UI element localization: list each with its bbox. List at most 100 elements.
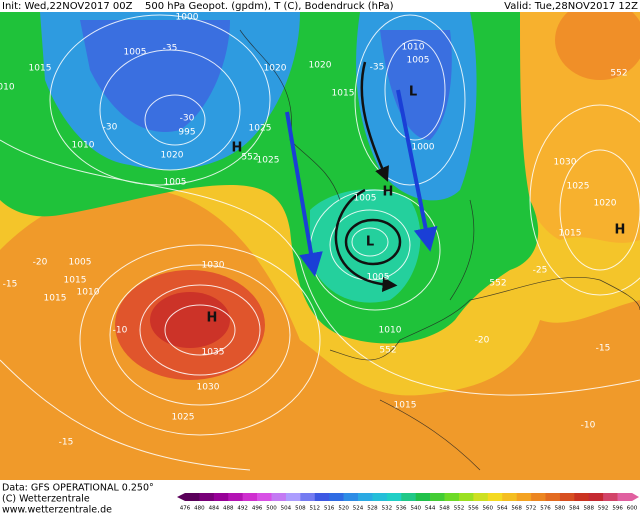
- pressure-center: L: [409, 85, 417, 100]
- colorbar-label: 532: [382, 506, 393, 512]
- colorbar-segment: [559, 493, 575, 501]
- colorbar-label: 476: [180, 506, 191, 512]
- colorbar-label: 528: [367, 506, 378, 512]
- colorbar-label: 600: [627, 506, 638, 512]
- contour-label: 1025: [249, 124, 272, 134]
- contour-label: 1030: [197, 383, 220, 393]
- contour-label: 1020: [309, 61, 332, 71]
- colorbar-label: 548: [439, 506, 450, 512]
- colorbar-segment: [329, 493, 344, 501]
- contour-label: 552: [489, 279, 506, 289]
- colorbar-label: 520: [338, 506, 349, 512]
- contour-label: -15: [59, 438, 74, 448]
- colorbar-label: 572: [526, 506, 537, 512]
- colorbar-label: 544: [425, 506, 436, 512]
- colorbar-label: 580: [555, 506, 566, 512]
- colorbar-label: 488: [223, 506, 234, 512]
- website: www.wetterzentrale.de: [2, 505, 112, 514]
- colorbar-segment: [271, 493, 287, 501]
- contour-label: 1005: [407, 56, 430, 66]
- contour-label: 1020: [594, 199, 617, 209]
- contour-label: -20: [475, 336, 490, 346]
- colorbar-segment: [386, 493, 402, 501]
- trajectory-arrows: [334, 61, 402, 292]
- colorbar-label: 500: [266, 506, 277, 512]
- contour-label: 1010: [379, 326, 402, 336]
- colorbar-label: 508: [295, 506, 306, 512]
- colorbar-segment: [372, 493, 388, 501]
- colorbar-label: 568: [511, 506, 522, 512]
- contour-label: 1025: [567, 182, 590, 192]
- contour-label: -25: [533, 266, 548, 276]
- colorbar-segment: [430, 493, 445, 501]
- contour-label: 1020: [264, 64, 287, 74]
- colorbar-label: 484: [209, 506, 220, 512]
- colorbar-segment: [502, 493, 517, 501]
- colorbar-segment: [458, 493, 474, 501]
- colorbar-segment: [516, 493, 532, 501]
- contour-label: 1005: [69, 258, 92, 268]
- pressure-center: H: [232, 141, 243, 156]
- warm-core-east: [555, 12, 640, 80]
- colorbar-label: 536: [396, 506, 407, 512]
- colorbar-segment: [574, 493, 590, 501]
- contour-label: 1015: [44, 294, 67, 304]
- pressure-center: H: [207, 311, 218, 326]
- contour-label: 995: [178, 128, 195, 138]
- valid-time: Valid: Tue,28NOV2017 12Z: [504, 1, 638, 12]
- colorbar-label: 596: [612, 506, 623, 512]
- contour-label: 552: [610, 69, 627, 79]
- colorbar-label: 592: [598, 506, 609, 512]
- colorbar-label: 588: [583, 506, 594, 512]
- colorbar-segment: [415, 493, 431, 501]
- colorbar: 476 480 484 488 492 496 500 504 508 512 516 520 524 5…: [177, 493, 639, 512]
- cold-core-west: [80, 20, 230, 132]
- contour-label: 010: [0, 83, 15, 93]
- colorbar-arrow-right: [632, 493, 639, 501]
- contour-label: 1000: [412, 143, 435, 153]
- colorbar-segment: [257, 493, 272, 501]
- colorbar-segment: [473, 493, 489, 501]
- contour-label: -15: [3, 280, 18, 290]
- contour-label: -35: [370, 63, 385, 73]
- colorbar-label: 516: [324, 506, 335, 512]
- colorbar-segment: [358, 493, 373, 501]
- colorbar-label: 540: [410, 506, 421, 512]
- colorbar-segment: [199, 493, 215, 501]
- colorbar-label: 560: [483, 506, 494, 512]
- colorbar-segment: [185, 493, 200, 501]
- contour-label: -15: [596, 344, 611, 354]
- contour-label: -10: [113, 326, 128, 336]
- contour-label: 1010: [402, 43, 425, 53]
- contour-label: -10: [581, 421, 596, 431]
- cold-core-east: [380, 30, 452, 140]
- pressure-center: L: [366, 235, 374, 250]
- colorbar-segment: [487, 493, 503, 501]
- contour-label: 1000: [176, 13, 199, 23]
- contour-label: 1015: [29, 64, 52, 74]
- contour-label: 1015: [332, 89, 355, 99]
- colorbar-segment: [401, 493, 417, 501]
- contour-label: -20: [33, 258, 48, 268]
- colorbar-segment: [285, 493, 301, 501]
- contour-label: -35: [163, 44, 178, 54]
- contour-label: 1005: [164, 178, 187, 188]
- map-labels: 1000 1005 -35 1015 1020 1020 -35 1010 1005 L -30 -3…: [0, 13, 628, 448]
- field-description: 500 hPa Geopot. (gpdm), T (C), Bodendruc…: [145, 1, 394, 12]
- colorbar-label: 480: [194, 506, 205, 512]
- contour-label: 552: [241, 153, 258, 163]
- contour-label: 1015: [559, 229, 582, 239]
- init-time: Init: Wed,22NOV2017 00Z: [2, 1, 133, 12]
- contour-label: 1005: [367, 273, 390, 283]
- flow-arrows: [285, 89, 438, 277]
- map: 1000 1005 -35 1015 1020 1020 -35 1010 1005 L -30 -3…: [0, 12, 640, 480]
- contour-label: -30: [180, 114, 195, 124]
- colorbar-segment: [531, 493, 546, 501]
- colorbar-segment: [444, 493, 460, 501]
- colorbar-segment: [603, 493, 618, 501]
- contour-label: 552: [379, 346, 396, 356]
- contour-label: 1030: [554, 158, 577, 168]
- colorbar-label: 524: [353, 506, 364, 512]
- colorbar-segment: [314, 493, 330, 501]
- copyright: (C) Wetterzentrale: [2, 494, 90, 505]
